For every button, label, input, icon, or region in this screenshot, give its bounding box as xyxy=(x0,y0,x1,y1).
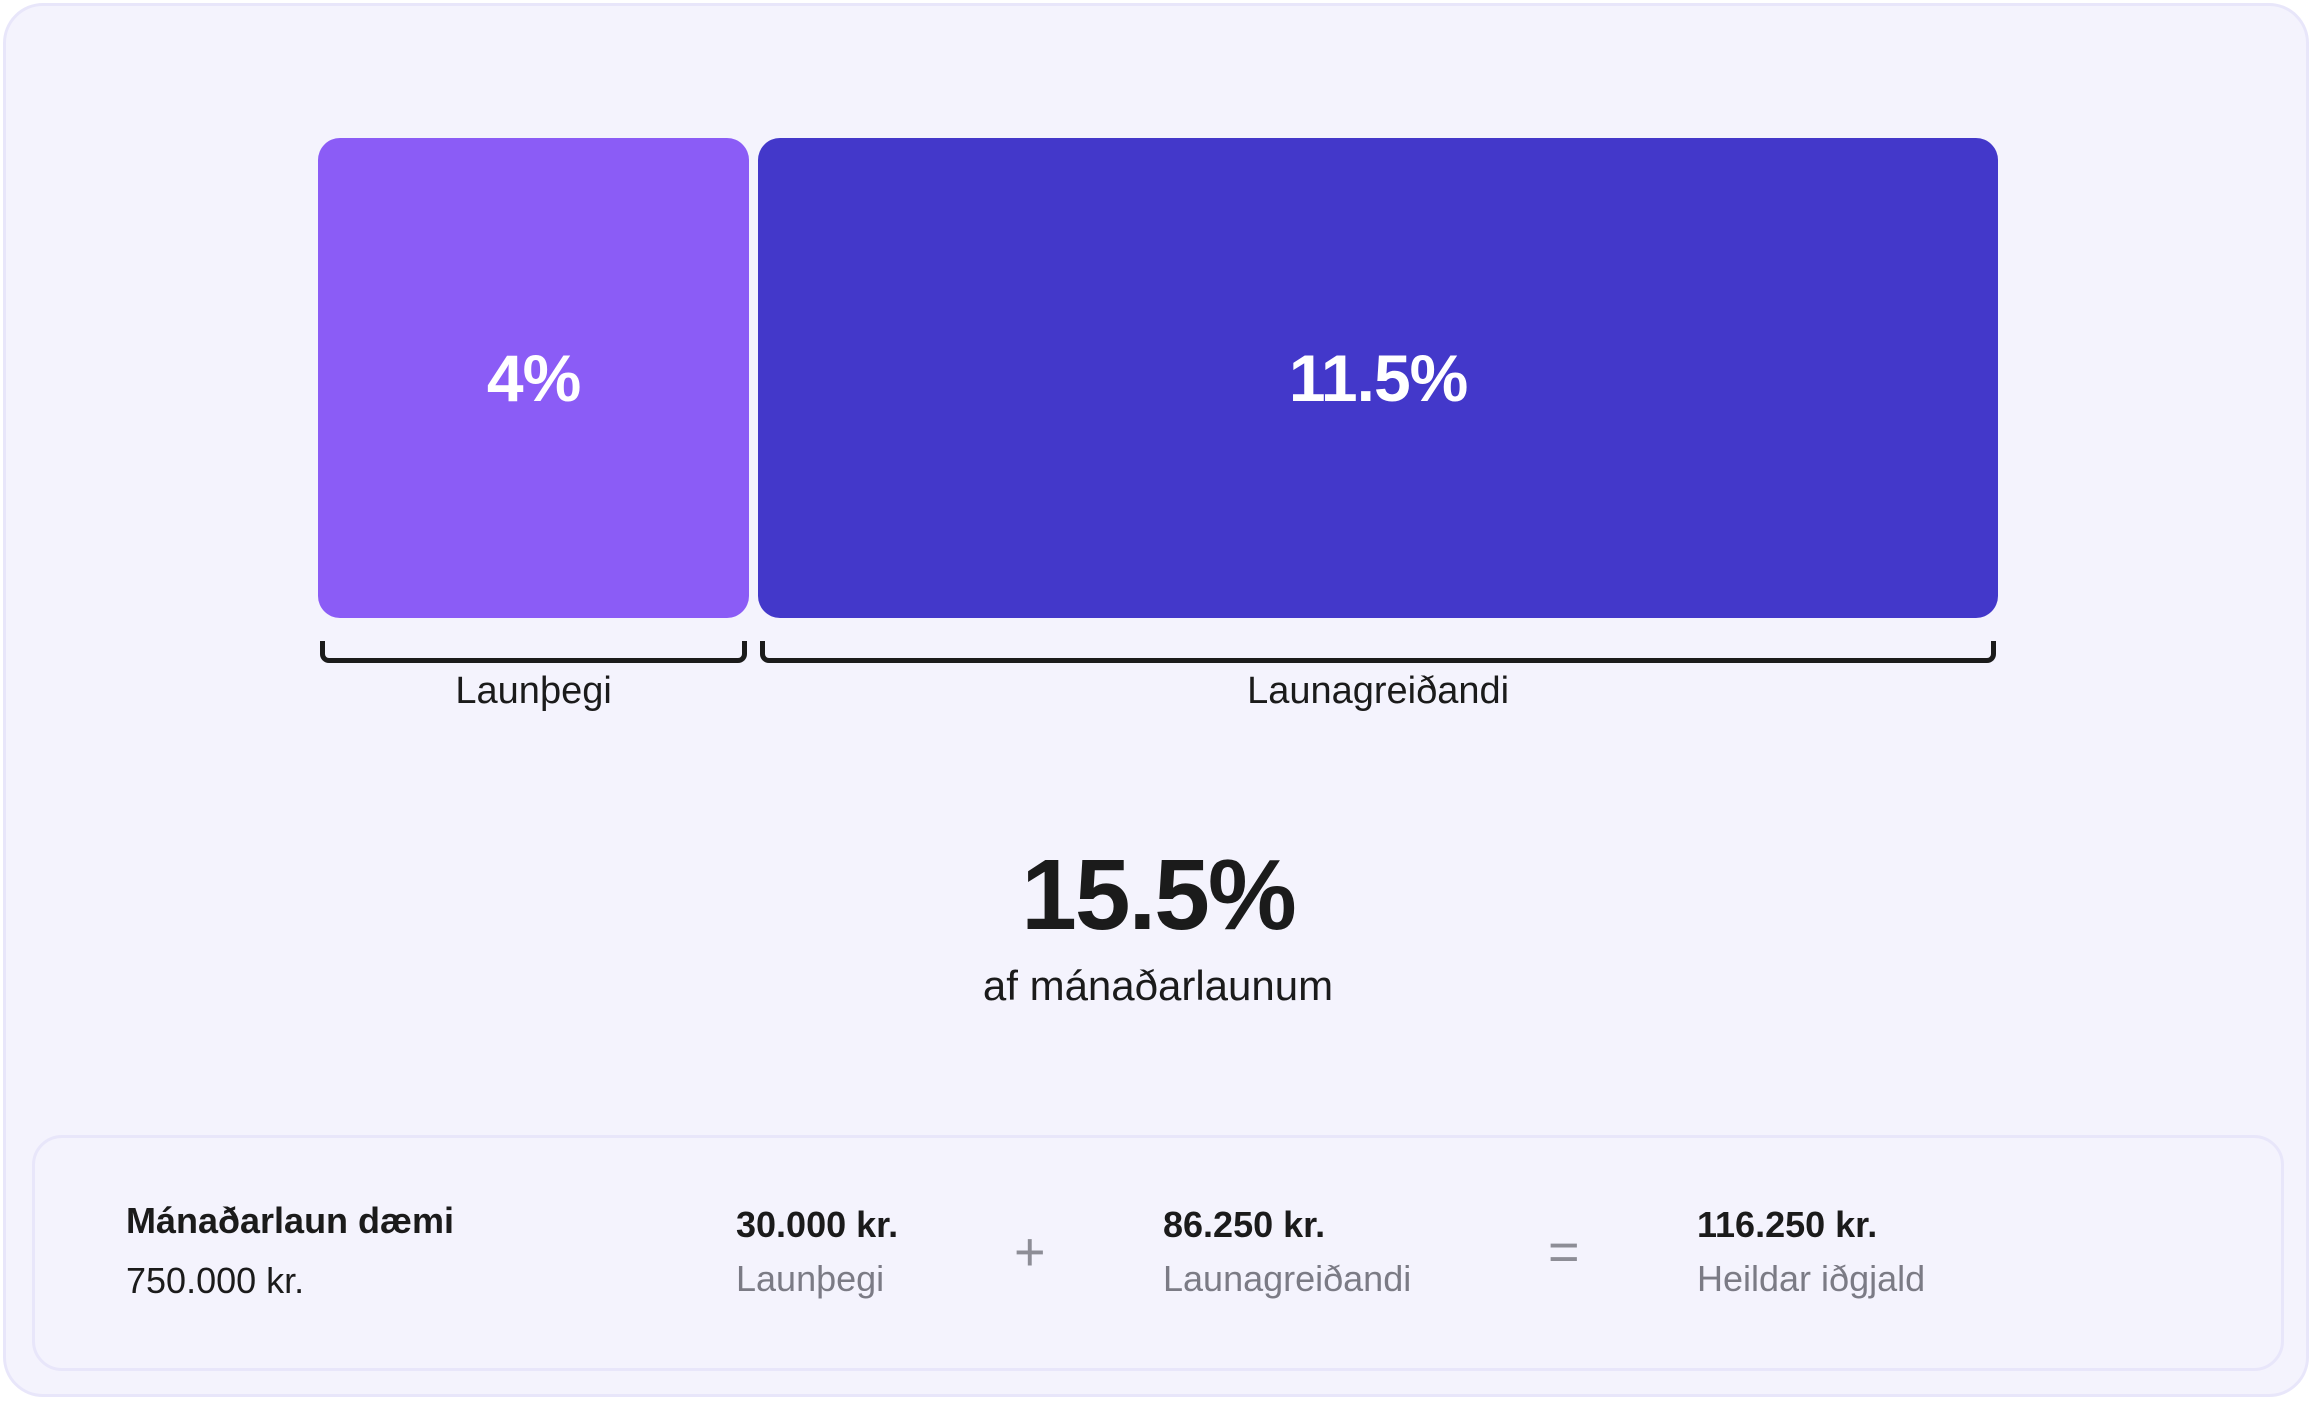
bracket-employer xyxy=(760,641,1996,663)
equals-sign: = xyxy=(1548,1222,1580,1282)
category-label-employee: Launþegi xyxy=(455,670,612,712)
bar-value-label-employee: 4% xyxy=(486,341,581,415)
example-salary: 750.000 kr. xyxy=(126,1260,305,1301)
example-panel xyxy=(32,1135,2284,1371)
total-contribution-label: Heildar iðgjald xyxy=(1697,1258,1926,1299)
category-label-employer: Launagreiðandi xyxy=(1247,670,1510,712)
plus-sign: + xyxy=(1014,1222,1046,1282)
employer-amount: 86.250 kr. xyxy=(1163,1204,1326,1245)
example-title: Mánaðarlaun dæmi xyxy=(126,1200,455,1241)
bracket-employee xyxy=(320,641,748,663)
total-caption: af mánaðarlaunum xyxy=(982,962,1334,1009)
employee-label: Launþegi xyxy=(736,1258,885,1299)
employer-label: Launagreiðandi xyxy=(1163,1258,1412,1299)
total-contribution-amount: 116.250 kr. xyxy=(1697,1204,1878,1245)
bar-value-label-employer: 11.5% xyxy=(1288,341,1468,415)
bar-segment-employer: 11.5% xyxy=(758,138,1998,618)
employee-amount: 30.000 kr. xyxy=(736,1204,899,1245)
total-percentage: 15.5% xyxy=(1021,839,1297,951)
bar-segment-employee: 4% xyxy=(318,138,750,618)
